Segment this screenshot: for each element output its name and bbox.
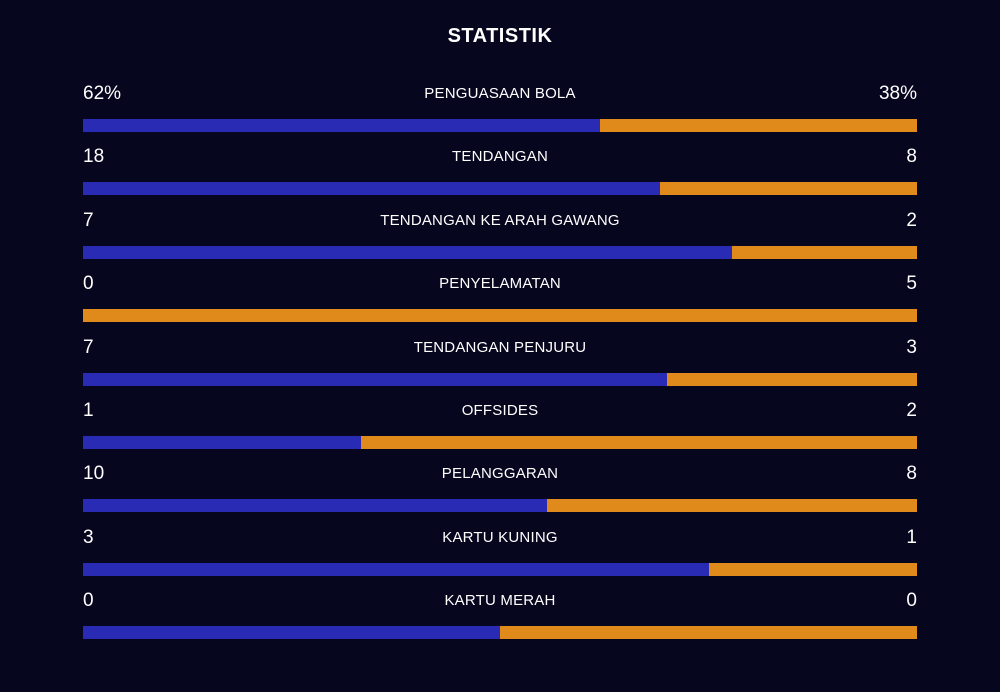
comparison-bar [83, 562, 917, 576]
away-bar-segment [708, 562, 917, 576]
stat-label: KARTU KUNING [442, 528, 558, 546]
comparison-bar [83, 499, 917, 513]
stat-label: TENDANGAN PENJURU [413, 338, 587, 356]
comparison-bar [83, 309, 917, 323]
comparison-bar [83, 372, 917, 386]
away-value: 3 [906, 336, 917, 358]
stat-row-head: 7 TENDANGAN PENJURU 3 [83, 334, 917, 362]
away-value: 5 [906, 273, 917, 295]
away-bar-segment [660, 182, 917, 196]
comparison-bar [83, 245, 917, 259]
home-value: 0 [83, 590, 94, 612]
stat-row-pelanggaran: 10 PELANGGARAN 8 [83, 460, 917, 523]
home-bar-segment [83, 182, 661, 196]
home-value: 0 [83, 273, 94, 295]
away-bar-segment [731, 245, 917, 259]
away-bar-segment [83, 309, 917, 323]
stat-row-head: 3 KARTU KUNING 1 [83, 524, 917, 552]
stat-row-head: 0 PENYELAMATAN 5 [83, 270, 917, 298]
away-bar-segment [666, 372, 917, 386]
comparison-bar [83, 435, 917, 449]
away-value: 2 [906, 399, 917, 421]
stat-label: KARTU MERAH [444, 592, 556, 610]
stat-row-kartu-kuning: 3 KARTU KUNING 1 [83, 524, 917, 587]
home-bar-segment [83, 562, 709, 576]
away-value: 38% [878, 83, 917, 104]
stat-row-head: 0 KARTU MERAH 0 [83, 587, 917, 615]
stat-row-tendangan-ke-arah-gawang: 7 TENDANGAN KE ARAH GAWANG 2 [83, 207, 917, 270]
stats-title: STATISTIK [447, 25, 553, 47]
away-value: 8 [906, 463, 917, 485]
home-value: 1 [83, 399, 94, 421]
stat-row-head: 10 PELANGGARAN 8 [83, 460, 917, 488]
home-value: 3 [83, 526, 94, 548]
home-bar-segment [83, 435, 361, 449]
home-bar-segment [83, 626, 500, 640]
away-value: 8 [906, 146, 917, 168]
stat-row-head: 62% PENGUASAAN BOLA 38% [83, 80, 917, 108]
away-bar-segment [500, 626, 917, 640]
comparison-bar [83, 626, 917, 640]
stat-row-offsides: 1 OFFSIDES 2 [83, 397, 917, 460]
away-bar-segment [360, 435, 917, 449]
comparison-bar [83, 119, 917, 132]
stat-row-head: 7 TENDANGAN KE ARAH GAWANG 2 [83, 207, 917, 235]
home-value: 7 [83, 336, 94, 358]
home-value: 10 [83, 463, 105, 485]
stat-row-penguasaan-bola: 62% PENGUASAAN BOLA 38% [83, 80, 917, 143]
stat-row-head: 18 TENDANGAN 8 [83, 143, 917, 171]
stat-label: PENGUASAAN BOLA [424, 85, 576, 102]
away-value: 2 [906, 209, 917, 231]
stat-row-tendangan: 18 TENDANGAN 8 [83, 143, 917, 206]
home-value: 62% [83, 83, 122, 104]
stat-row-tendangan-penjuru: 7 TENDANGAN PENJURU 3 [83, 334, 917, 397]
stat-row-head: 1 OFFSIDES 2 [83, 397, 917, 425]
stat-label: PELANGGARAN [441, 465, 559, 483]
home-bar-segment [83, 119, 601, 132]
away-value: 1 [906, 526, 917, 548]
stat-row-penyelamatan: 0 PENYELAMATAN 5 [83, 270, 917, 333]
home-bar-segment [83, 245, 732, 259]
stat-label: TENDANGAN KE ARAH GAWANG [380, 211, 620, 229]
home-bar-segment [83, 372, 667, 386]
stat-label: PENYELAMATAN [439, 275, 561, 293]
stats-list: 62% PENGUASAAN BOLA 38% 18 TENDANGAN 8 7… [83, 80, 917, 651]
away-bar-segment [546, 499, 917, 513]
away-value: 0 [906, 590, 917, 612]
stat-label: OFFSIDES [461, 401, 539, 419]
home-value: 7 [83, 209, 94, 231]
away-bar-segment [600, 119, 917, 132]
stat-label: TENDANGAN [452, 148, 548, 166]
home-bar-segment [83, 499, 547, 513]
stat-row-kartu-merah: 0 KARTU MERAH 0 [83, 587, 917, 650]
comparison-bar [83, 182, 917, 196]
home-value: 18 [83, 146, 105, 168]
